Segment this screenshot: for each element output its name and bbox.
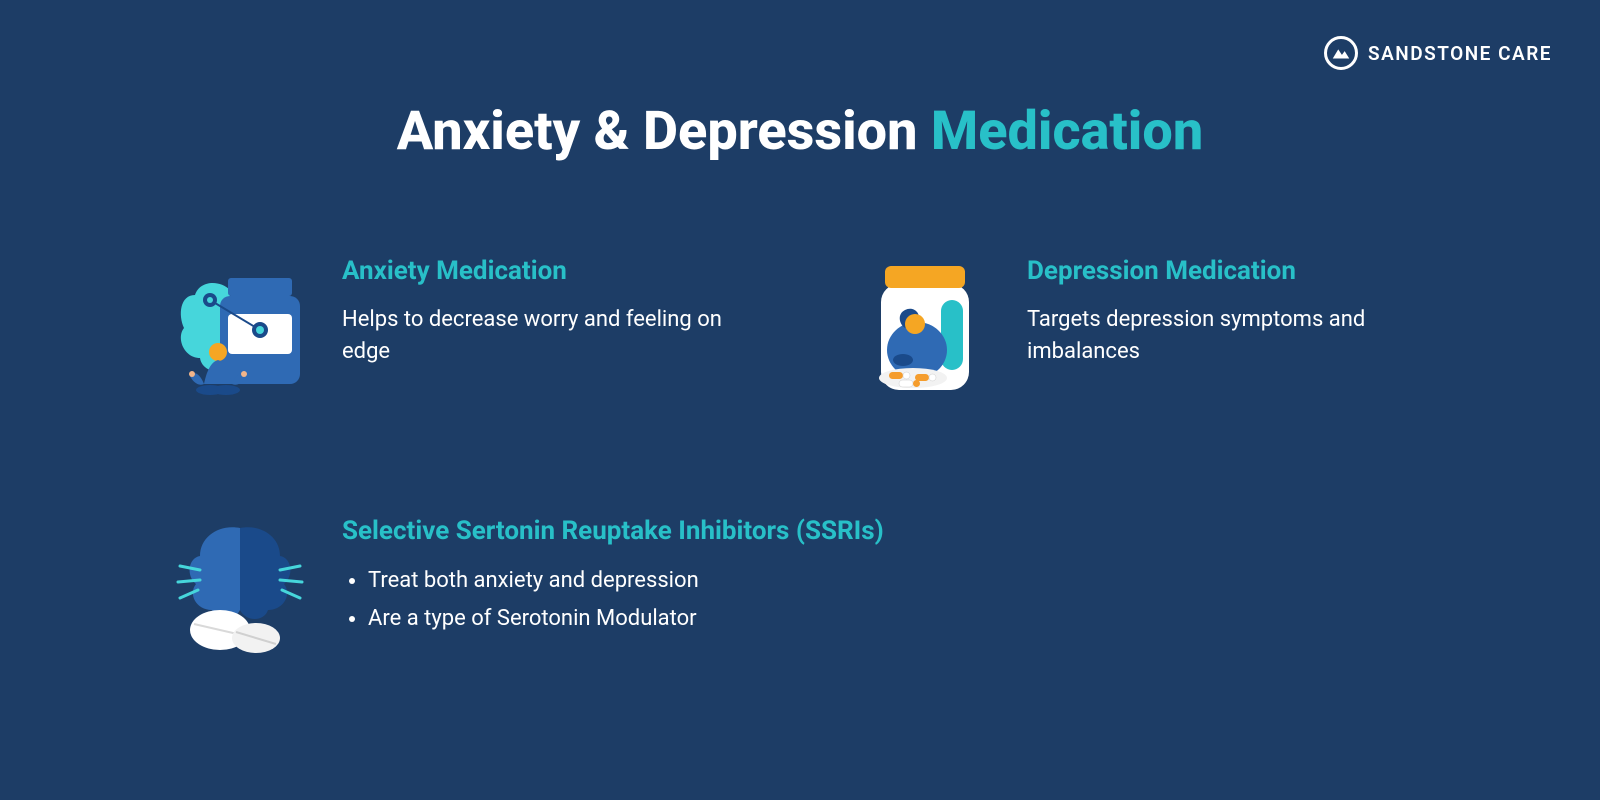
card-description: Targets depression symptoms and imbalanc… [1027,304,1430,368]
card-ssri: Selective Sertonin Reuptake Inhibitors (… [170,510,884,660]
card-heading: Anxiety Medication [342,256,745,286]
title-accent: Medication [931,100,1203,163]
card-heading: Selective Sertonin Reuptake Inhibitors (… [342,516,884,546]
card-heading: Depression Medication [1027,256,1430,286]
list-item: Treat both anxiety and depression [368,564,884,598]
card-anxiety: Anxiety Medication Helps to decrease wor… [170,250,745,400]
mountain-circle-icon [1324,36,1358,70]
brand-logo: SANDSTONE CARE [1324,36,1552,70]
title-prefix: Anxiety & Depression [397,100,931,163]
card-depression: Depression Medication Targets depression… [855,250,1430,400]
meditation-bottle-icon [170,250,310,400]
card-description: Helps to decrease worry and feeling on e… [342,304,745,368]
list-item: Are a type of Serotonin Modulator [368,602,884,636]
person-in-jar-icon [855,250,995,400]
bottom-row: Selective Sertonin Reuptake Inhibitors (… [170,510,1430,660]
brand-name: SANDSTONE CARE [1368,42,1552,65]
page-title: Anxiety & Depression Medication [397,100,1203,163]
brain-pills-icon [170,510,310,660]
card-bullet-list: Treat both anxiety and depression Are a … [342,564,884,636]
top-row: Anxiety Medication Helps to decrease wor… [170,250,1430,400]
